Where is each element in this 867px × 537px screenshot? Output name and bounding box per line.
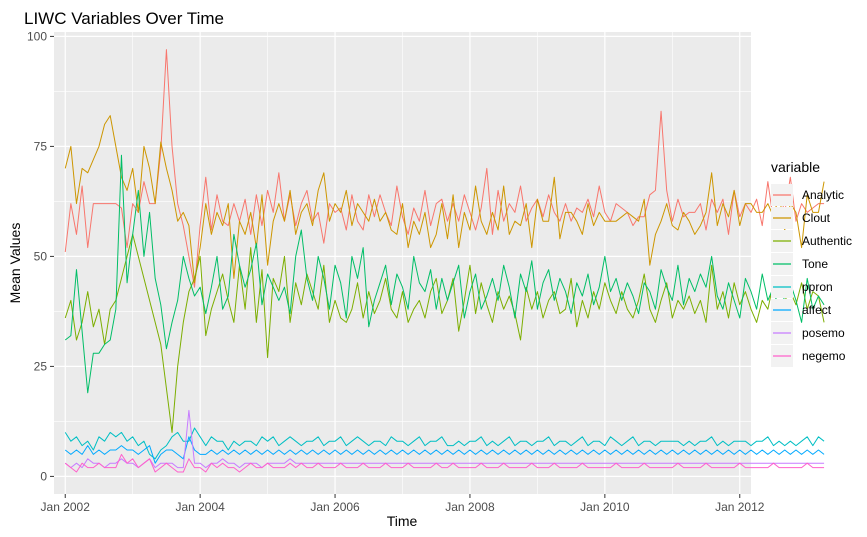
legend-item-posemo: posemo: [771, 322, 845, 344]
y-tick-label: 75: [34, 139, 48, 153]
x-tick-label: Jan 2002: [41, 500, 91, 514]
y-tick-label: 50: [34, 249, 48, 263]
legend-label: affect: [802, 303, 832, 317]
x-tick-label: Jan 2012: [715, 500, 765, 514]
series-line-clout: [64, 115, 825, 284]
y-tick-label: 100: [27, 29, 47, 43]
y-tick-label: 25: [34, 359, 48, 373]
series-line-tone: [64, 154, 825, 394]
x-tick-label: Jan 2008: [445, 500, 495, 514]
legend: variable Analytic Clout Authentic Tone ppron…: [771, 159, 852, 367]
y-axis-title: Mean Values: [7, 223, 23, 304]
legend-item-tone: Tone: [771, 253, 828, 275]
series-line-analytic: [64, 49, 825, 288]
legend-item-clout: Clout: [771, 207, 831, 229]
chart-title: LIWC Variables Over Time: [24, 9, 224, 28]
series-line-authentic: [64, 233, 825, 433]
legend-item-affect: affect: [771, 299, 832, 321]
y-tick-label: 0: [40, 469, 47, 483]
legend-item-analytic: Analytic: [771, 184, 844, 206]
x-axis: Jan 2002 Jan 2004 Jan 2006 Jan 2008 Jan 2010…: [41, 494, 765, 514]
legend-label: posemo: [802, 326, 845, 340]
legend-item-ppron: ppron: [771, 276, 833, 298]
legend-label: Tone: [802, 257, 828, 271]
x-axis-title: Time: [387, 513, 418, 529]
series-line-affect: [64, 436, 825, 464]
major-gridlines: [54, 32, 751, 494]
series-lines: [64, 49, 825, 473]
legend-label: ppron: [802, 280, 833, 294]
legend-label: negemo: [802, 349, 846, 363]
legend-title: variable: [771, 159, 820, 175]
y-axis: 0 25 50 75 100: [27, 29, 54, 483]
x-tick-label: Jan 2010: [580, 500, 630, 514]
x-tick-label: Jan 2006: [310, 500, 360, 514]
legend-item-authentic: Authentic: [771, 230, 852, 252]
legend-item-negemo: negemo: [771, 345, 846, 367]
legend-label: Authentic: [802, 234, 852, 248]
legend-label: Clout: [802, 211, 831, 225]
x-tick-label: Jan 2004: [175, 500, 225, 514]
series-line-negemo: [64, 453, 825, 473]
legend-label: Analytic: [802, 188, 844, 202]
series-line-posemo: [64, 409, 825, 469]
